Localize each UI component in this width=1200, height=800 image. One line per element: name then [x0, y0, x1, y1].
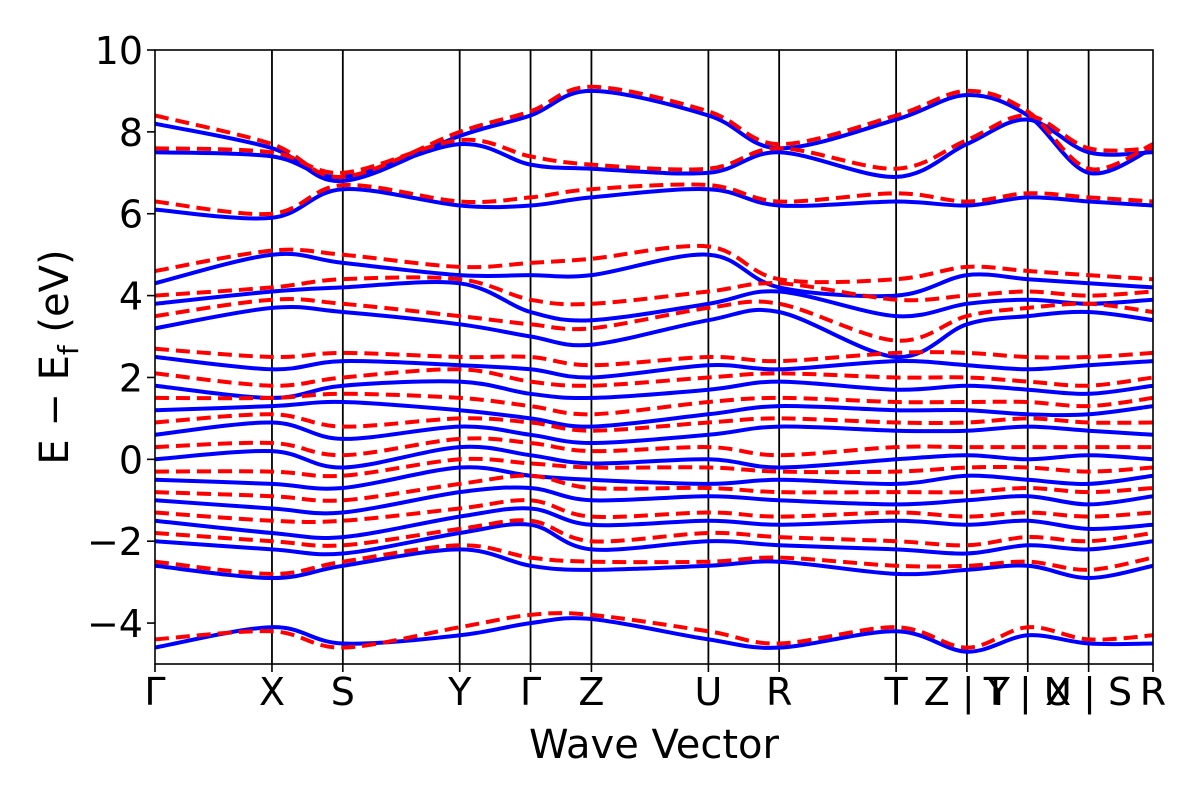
dashed-band-line — [155, 456, 1153, 479]
x-tick-label: Z | Y — [924, 670, 1011, 715]
solid-band-line — [155, 616, 1153, 654]
y-tick-label: 2 — [119, 356, 143, 400]
dashed-band-line — [155, 275, 1153, 307]
x-tick-label: X | S — [1045, 670, 1132, 715]
dashed-band-line — [155, 473, 1153, 503]
y-tick-label: −2 — [87, 520, 143, 564]
dashed-band-line — [155, 243, 1153, 285]
dashed-band-line — [155, 297, 1153, 343]
dashed-band-line — [155, 518, 1153, 548]
x-tick-label: Γ — [520, 670, 541, 714]
solid-band-line — [155, 465, 1153, 491]
y-tick-label: 4 — [119, 275, 143, 319]
dashed-band-line — [155, 367, 1153, 388]
solid-band-line — [155, 399, 1153, 429]
dashed-bands — [155, 84, 1153, 650]
x-tick-label: R — [1140, 670, 1166, 714]
x-tick-label: Y — [447, 670, 472, 714]
dashed-band-line — [155, 346, 1153, 368]
dashed-band-line — [155, 113, 1153, 175]
y-axis-label-unit: (eV) — [32, 249, 78, 345]
x-tick-label: R — [766, 670, 792, 714]
solid-band-line — [155, 305, 1153, 360]
y-tick-label: −4 — [87, 602, 143, 646]
solid-band-line — [155, 88, 1153, 184]
x-axis-label: Wave Vector — [529, 722, 780, 768]
solid-band-line — [155, 280, 1153, 323]
dashed-band-line — [155, 412, 1153, 433]
x-tick-label: T | U — [983, 670, 1072, 715]
solid-band-line — [155, 547, 1153, 580]
solid-band-line — [155, 485, 1153, 516]
dashed-band-line — [155, 611, 1153, 650]
solid-band-line — [155, 379, 1153, 401]
x-tick-label: T — [884, 670, 909, 714]
x-tick-label: Z — [578, 670, 604, 714]
y-tick-label: 6 — [119, 193, 143, 237]
y-axis-label-subscript: f — [52, 344, 85, 355]
x-tick-label: X — [259, 670, 285, 714]
y-tick-label: 10 — [95, 29, 143, 73]
x-tick-label: Γ — [144, 670, 165, 714]
dashed-band-line — [155, 543, 1153, 576]
solid-band-line — [155, 506, 1153, 540]
solid-band-line — [155, 522, 1153, 557]
x-tick-label: U — [694, 670, 722, 714]
solid-band-line — [155, 187, 1153, 221]
x-tick-label: S — [331, 670, 355, 714]
y-axis-ticks: 10 8 6 4 2 0 −2 −4 — [87, 29, 155, 646]
solid-band-line — [155, 355, 1153, 380]
dashed-band-line — [155, 436, 1153, 458]
solid-bands — [155, 88, 1153, 654]
solid-band-line — [155, 420, 1153, 445]
plot-frame — [154, 49, 1154, 665]
plot-background — [155, 50, 1153, 664]
solid-band-line — [155, 444, 1153, 470]
y-tick-label: 8 — [119, 111, 143, 155]
y-tick-label: 0 — [119, 438, 143, 482]
y-axis-label: E − Ef (eV) — [32, 249, 85, 464]
dashed-band-line — [155, 84, 1153, 179]
dashed-band-line — [155, 391, 1153, 417]
y-axis-label-main: E − E — [32, 355, 78, 465]
dashed-band-line — [155, 498, 1153, 525]
solid-band-line — [155, 251, 1153, 299]
